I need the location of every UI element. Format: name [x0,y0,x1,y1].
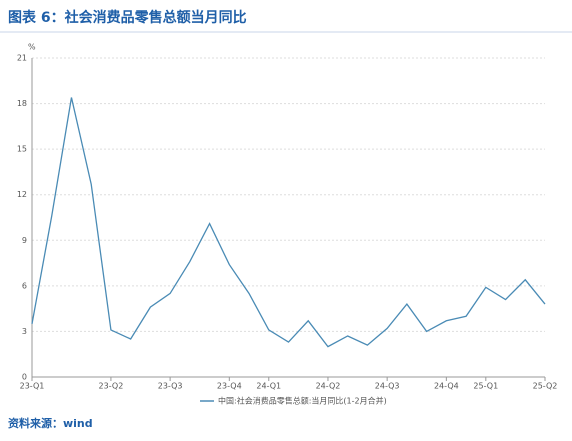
x-tick-label: 25-Q1 [473,382,498,391]
x-tick-label: 23-Q2 [99,382,124,391]
x-tick-label: 24-Q2 [316,382,341,391]
line [31,97,546,348]
x-tick-label: 23-Q4 [217,382,242,391]
legend-label: 中国:社会消费品零售总额:当月同比(1-2月合并) [218,396,387,406]
y-tick-label: 0 [22,373,27,382]
x-tick-label: 25-Q2 [533,382,558,391]
source: 资料来源：wind [8,416,93,430]
y-tick-label: 21 [17,54,27,63]
x-tick-label: 24-Q1 [256,382,281,391]
y-tick-label: 18 [17,99,27,108]
x-tick-label: 24-Q3 [375,382,400,391]
y-tick-label: 15 [17,145,27,154]
y-unit: % [28,43,36,52]
chart-title: 图表 6：社会消费品零售总额当月同比 [8,9,247,26]
x-tick-label: 23-Q1 [20,382,45,391]
y-tick-label: 9 [22,236,27,245]
y-tick-label: 3 [22,327,27,336]
x-tick-label: 23-Q3 [158,382,183,391]
y-tick-label: 6 [22,281,27,290]
y-tick-label: 12 [17,190,27,199]
x-tick-label: 24-Q4 [434,382,459,391]
